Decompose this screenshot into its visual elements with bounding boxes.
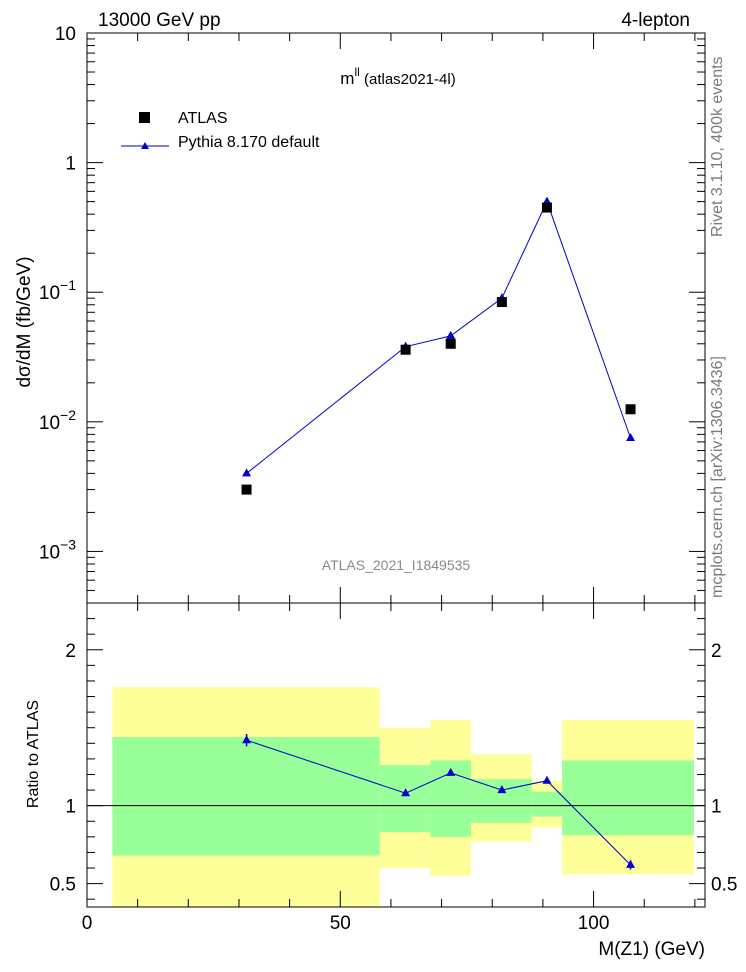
ratio-band-inner — [112, 737, 380, 856]
ratio-ytick-label-left: 0.5 — [50, 875, 76, 896]
ratio-ytick-label-left: 2 — [65, 641, 76, 662]
pythia-point — [446, 330, 456, 339]
xtick-label: 0 — [82, 913, 93, 934]
header-right: 4-lepton — [621, 10, 690, 31]
ytick-exponent: −2 — [60, 407, 76, 423]
legend-atlas-label: ATLAS — [178, 110, 228, 127]
atlas-point — [241, 484, 252, 495]
plot-title-rest: (atlas2021-4l) — [360, 71, 456, 88]
ratio-frame — [86, 602, 706, 908]
legend: ATLAS Pythia 8.170 default — [121, 110, 320, 151]
ratio-bands — [112, 687, 694, 907]
ratio-pythia-point — [242, 735, 252, 744]
ratio-ytick-label-right: 1 — [711, 797, 722, 818]
ytick-exponent: −3 — [60, 536, 76, 552]
ratio-ytick-label-left: 1 — [65, 797, 76, 818]
analysis-watermark: ATLAS_2021_I1849535 — [322, 557, 471, 573]
ratio-ytick-label-right: 2 — [711, 641, 722, 662]
atlas-point — [541, 202, 552, 213]
ratio-pythia-point — [497, 785, 507, 794]
xtick-label: 100 — [578, 913, 610, 934]
mcplots-label: mcplots.cern.ch [arXiv:1306.3436] — [709, 356, 726, 598]
ratio-pythia-point — [542, 775, 552, 784]
ratio-band-inner — [379, 765, 431, 833]
legend-atlas-marker — [139, 112, 150, 123]
ratio-ytick-label-right: 0.5 — [711, 875, 737, 896]
main-data — [241, 196, 636, 495]
ytick-base: 1 — [65, 154, 76, 175]
ratio-band-inner — [562, 760, 694, 836]
plot-title-sup: ll — [354, 65, 359, 79]
main-ytick-label: 10−2 — [39, 407, 76, 434]
plot-title: mll (atlas2021-4l) — [340, 65, 455, 88]
ytick-base: 10 — [39, 413, 60, 434]
atlas-point — [400, 344, 411, 355]
main-ytick-label: 10−3 — [39, 536, 76, 563]
main-ylabel: dσ/dM (fb/GeV) — [14, 256, 35, 387]
ratio-pythia-point — [401, 788, 411, 797]
atlas-point — [496, 297, 507, 308]
ratio-pythia-line — [246, 739, 631, 866]
xtick-label: 50 — [330, 913, 351, 934]
pythia-point — [626, 433, 636, 442]
ratio-ticks — [86, 603, 705, 907]
ratio-band-inner — [531, 791, 563, 817]
atlas-point — [625, 404, 636, 415]
ratio-xtick-labels: 0 50 100 — [82, 913, 610, 934]
ratio-ylabel: Ratio to ATLAS — [25, 700, 42, 808]
ratio-pythia-point — [626, 859, 636, 868]
ytick-base: 10 — [55, 24, 76, 45]
ratio-ytick-labels: 0.5 0.5 1 1 2 2 — [50, 641, 738, 896]
ratio-data — [242, 733, 636, 870]
plot-title-m: m — [340, 69, 354, 88]
main-ytick-label: 1 — [65, 154, 76, 175]
ytick-base: 10 — [39, 283, 60, 304]
header-left: 13000 GeV pp — [98, 10, 221, 31]
ytick-exponent: −1 — [60, 277, 76, 293]
main-ticks — [86, 32, 705, 604]
atlas-point — [445, 338, 456, 349]
ytick-base: 10 — [39, 542, 60, 563]
pythia-line — [246, 200, 632, 474]
main-ytick-label: 10−1 — [39, 277, 76, 304]
ratio-panel: 0.5 0.5 1 1 2 2 0 50 100 Ratio to ATLAS M(Z1) (… — [25, 602, 738, 960]
legend-pythia-marker — [141, 142, 149, 149]
xaxis-label: M(Z1) (GeV) — [598, 939, 705, 960]
rivet-label: Rivet 3.1.10, 400k events — [709, 56, 726, 237]
main-ytick-label: 10 — [55, 24, 76, 45]
ratio-pythia-point — [446, 767, 456, 776]
legend-pythia-label: Pythia 8.170 default — [178, 134, 320, 151]
pythia-point — [242, 468, 252, 477]
